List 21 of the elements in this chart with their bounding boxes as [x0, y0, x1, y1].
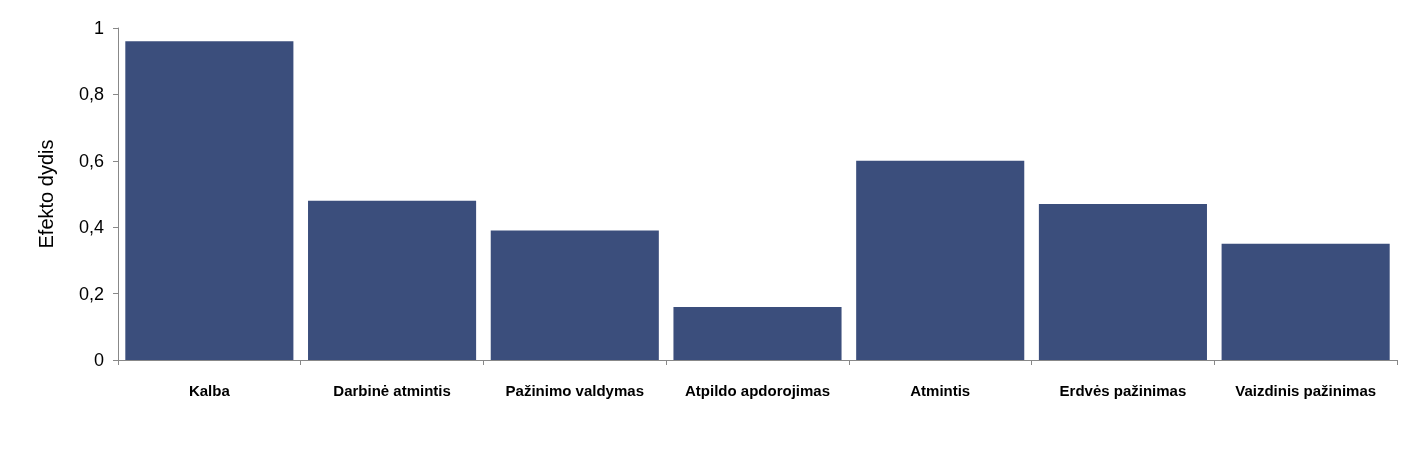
x-tick-label: Atmintis	[910, 381, 971, 399]
bar	[308, 200, 477, 360]
bar	[490, 230, 659, 360]
x-tick-label: Pažinimo valdymas	[505, 381, 644, 399]
x-tick-label: Darbinė atmintis	[333, 381, 451, 399]
x-tick-label: Vaizdinis pažinimas	[1235, 381, 1377, 399]
y-tick-label: 0,6	[78, 150, 104, 171]
x-tick-label: Kalba	[188, 381, 231, 399]
y-axis-title: Efekto dydis	[35, 139, 57, 249]
bar	[1038, 203, 1207, 360]
bar	[856, 160, 1025, 360]
bar	[125, 41, 294, 360]
bar	[1221, 243, 1390, 360]
y-tick-label: 0,2	[78, 283, 104, 304]
y-tick-label: 1	[93, 18, 104, 38]
bar	[673, 306, 842, 360]
y-tick-label: 0,4	[78, 217, 104, 238]
y-tick-label: 0,8	[78, 84, 104, 105]
y-tick-label: 0	[93, 350, 104, 370]
x-tick-label: Atpildo apdorojimas	[684, 381, 831, 399]
x-tick-label: Erdvės pažinimas	[1059, 381, 1187, 399]
